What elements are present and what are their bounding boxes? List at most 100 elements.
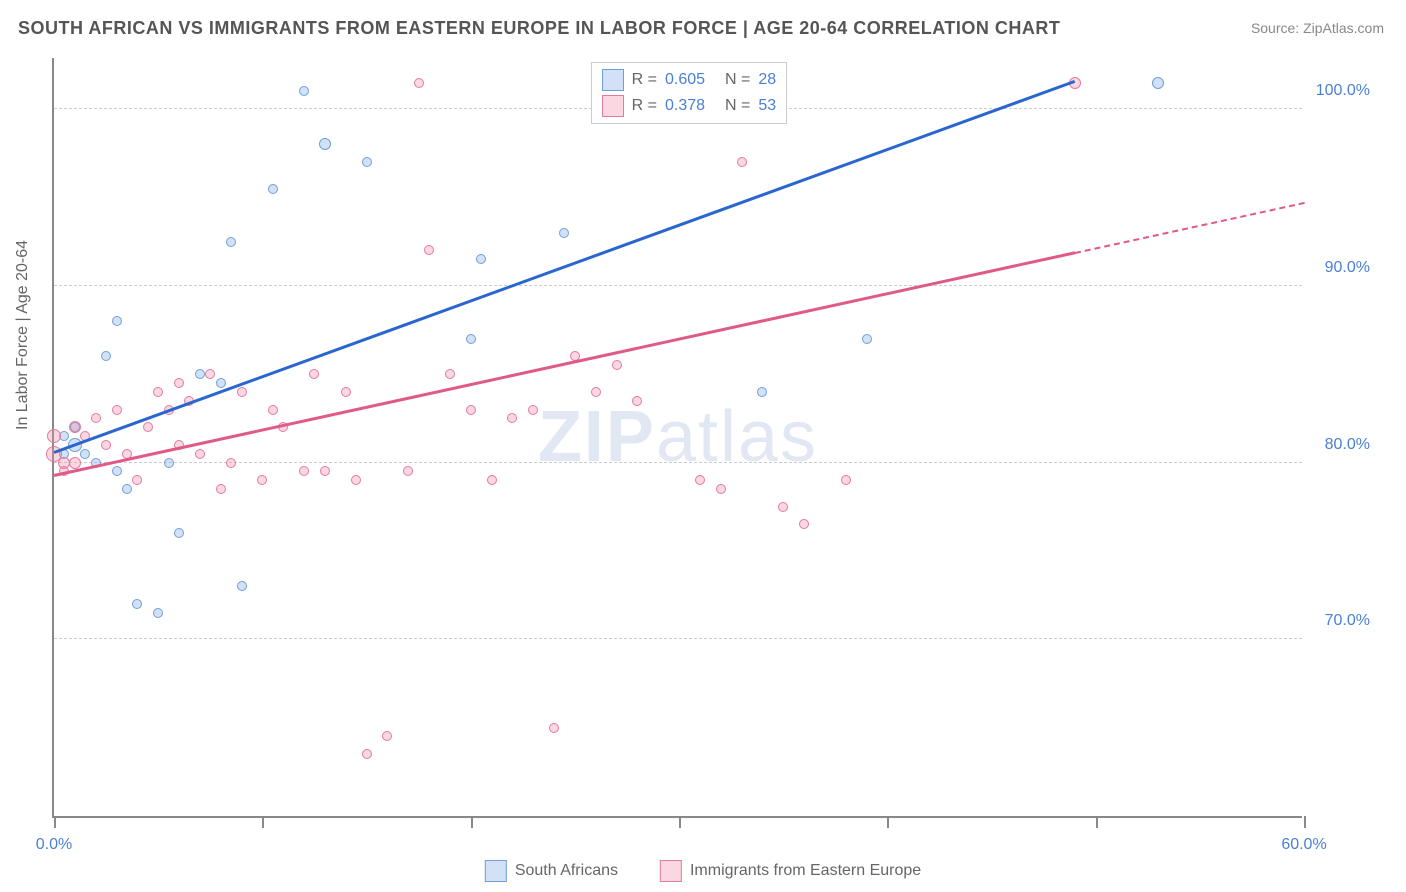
data-point xyxy=(320,466,330,476)
data-point xyxy=(216,378,226,388)
data-point xyxy=(153,387,163,397)
trend-line xyxy=(54,80,1076,454)
data-point xyxy=(299,86,309,96)
data-point xyxy=(403,466,413,476)
data-point xyxy=(799,519,809,529)
data-point xyxy=(112,466,122,476)
data-point xyxy=(164,458,174,468)
legend-item-2: Immigrants from Eastern Europe xyxy=(660,860,921,882)
y-tick-label: 90.0% xyxy=(1325,259,1370,277)
data-point xyxy=(174,378,184,388)
data-point xyxy=(528,405,538,415)
trend-line xyxy=(1075,202,1305,254)
data-point xyxy=(80,449,90,459)
correlation-legend: R =0.605N =28R =0.378N =53 xyxy=(591,62,787,124)
data-point xyxy=(101,351,111,361)
data-point xyxy=(257,475,267,485)
data-point xyxy=(112,316,122,326)
data-point xyxy=(226,458,236,468)
data-point xyxy=(195,369,205,379)
y-tick-label: 80.0% xyxy=(1325,436,1370,454)
bottom-legend: South Africans Immigrants from Eastern E… xyxy=(485,860,921,882)
x-tick xyxy=(262,816,264,828)
data-point xyxy=(382,731,392,741)
legend-label-2: Immigrants from Eastern Europe xyxy=(690,862,921,880)
data-point xyxy=(153,608,163,618)
x-tick xyxy=(1304,816,1306,828)
legend-n-value: 53 xyxy=(758,97,776,115)
legend-row: R =0.378N =53 xyxy=(602,93,776,119)
x-tick xyxy=(1096,816,1098,828)
data-point xyxy=(466,405,476,415)
data-point xyxy=(69,457,81,469)
x-tick xyxy=(471,816,473,828)
y-tick-label: 70.0% xyxy=(1325,612,1370,630)
data-point xyxy=(559,228,569,238)
data-point xyxy=(716,484,726,494)
legend-n-value: 28 xyxy=(758,71,776,89)
data-point xyxy=(862,334,872,344)
data-point xyxy=(205,369,215,379)
data-point xyxy=(695,475,705,485)
data-point xyxy=(226,237,236,247)
data-point xyxy=(362,749,372,759)
data-point xyxy=(466,334,476,344)
data-point xyxy=(309,369,319,379)
gridline-h xyxy=(54,462,1302,463)
legend-swatch-1 xyxy=(485,860,507,882)
legend-n-label: N = xyxy=(725,97,750,115)
x-tick-label: 60.0% xyxy=(1281,836,1326,854)
data-point xyxy=(778,502,788,512)
data-point xyxy=(299,466,309,476)
data-point xyxy=(632,396,642,406)
data-point xyxy=(69,421,81,433)
legend-swatch-2 xyxy=(660,860,682,882)
data-point xyxy=(757,387,767,397)
watermark-light: atlas xyxy=(656,397,818,477)
plot-area: ZIPatlas 70.0%80.0%90.0%100.0%0.0%60.0%R… xyxy=(52,58,1302,818)
data-point xyxy=(591,387,601,397)
data-point xyxy=(112,405,122,415)
data-point xyxy=(216,484,226,494)
x-tick xyxy=(679,816,681,828)
watermark-bold: ZIP xyxy=(538,397,656,477)
data-point xyxy=(414,78,424,88)
watermark: ZIPatlas xyxy=(538,396,818,478)
data-point xyxy=(195,449,205,459)
y-tick-label: 100.0% xyxy=(1316,82,1370,100)
x-tick xyxy=(887,816,889,828)
chart-title: SOUTH AFRICAN VS IMMIGRANTS FROM EASTERN… xyxy=(18,18,1060,39)
data-point xyxy=(132,599,142,609)
data-point xyxy=(268,184,278,194)
data-point xyxy=(101,440,111,450)
data-point xyxy=(362,157,372,167)
gridline-h xyxy=(54,285,1302,286)
data-point xyxy=(841,475,851,485)
legend-n-label: N = xyxy=(725,71,750,89)
data-point xyxy=(507,413,517,423)
data-point xyxy=(122,484,132,494)
legend-label-1: South Africans xyxy=(515,862,618,880)
source-credit: Source: ZipAtlas.com xyxy=(1251,20,1384,36)
data-point xyxy=(341,387,351,397)
data-point xyxy=(174,528,184,538)
data-point xyxy=(424,245,434,255)
x-tick-label: 0.0% xyxy=(36,836,72,854)
data-point xyxy=(351,475,361,485)
data-point xyxy=(1152,77,1164,89)
data-point xyxy=(143,422,153,432)
legend-r-label: R = xyxy=(632,97,657,115)
legend-swatch xyxy=(602,69,624,91)
data-point xyxy=(476,254,486,264)
legend-r-value: 0.605 xyxy=(665,71,717,89)
data-point xyxy=(487,475,497,485)
x-tick xyxy=(54,816,56,828)
data-point xyxy=(737,157,747,167)
data-point xyxy=(132,475,142,485)
legend-r-label: R = xyxy=(632,71,657,89)
legend-row: R = 0.605 N = 28 xyxy=(602,67,776,93)
data-point xyxy=(268,405,278,415)
gridline-h xyxy=(54,638,1302,639)
legend-item-1: South Africans xyxy=(485,860,618,882)
data-point xyxy=(612,360,622,370)
